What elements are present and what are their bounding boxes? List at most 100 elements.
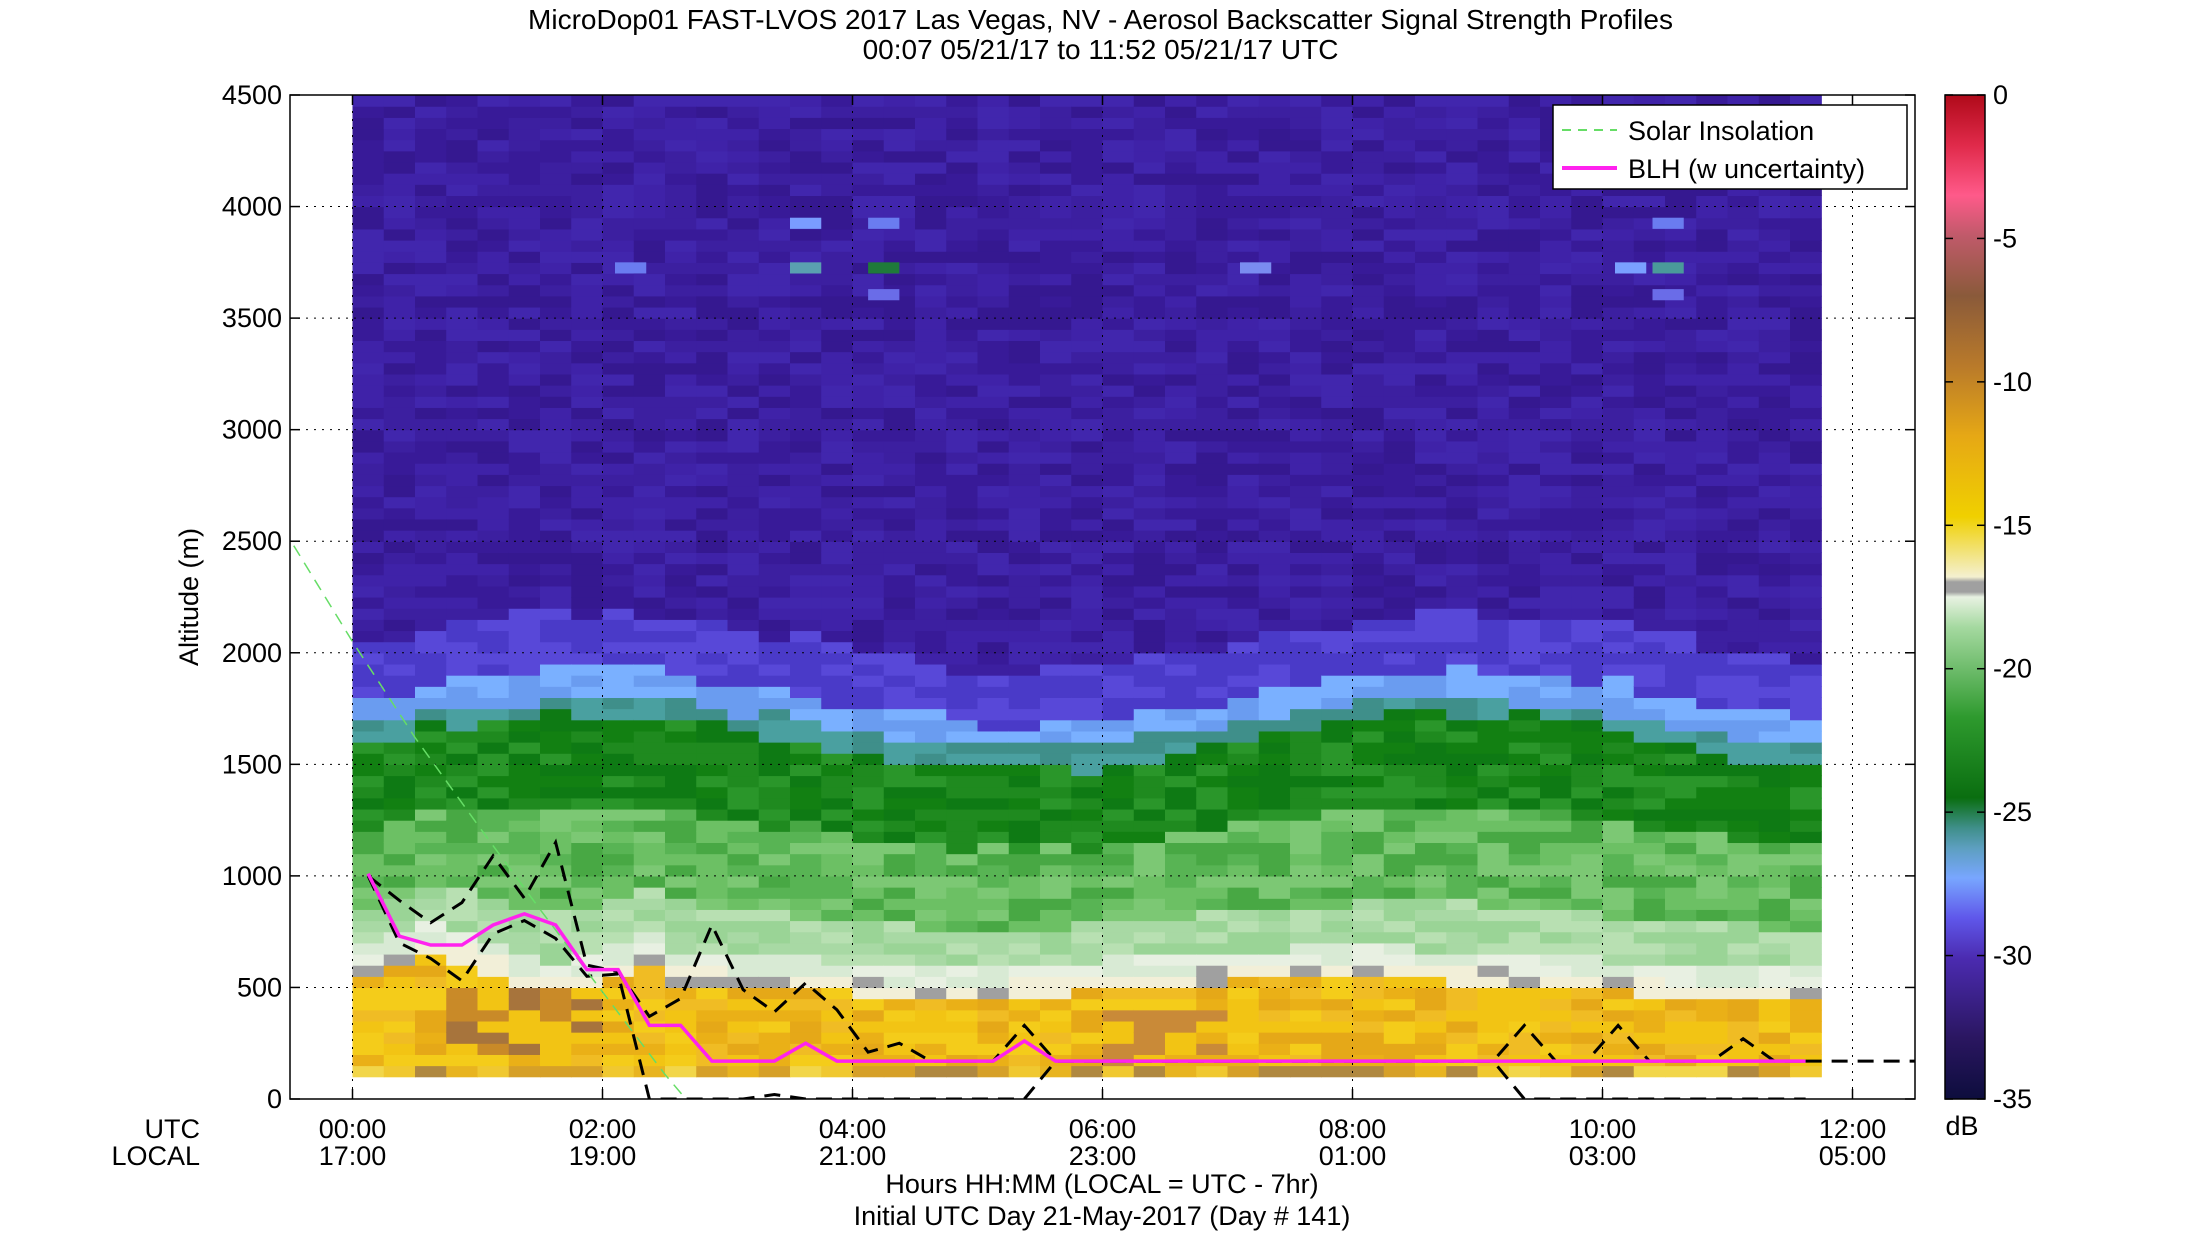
- heatmap-cell: [1790, 842, 1822, 855]
- heatmap-cell: [1133, 998, 1166, 1011]
- heatmap-cell: [821, 362, 854, 375]
- heatmap-cell: [477, 887, 510, 899]
- heatmap-cell: [1102, 909, 1135, 922]
- heatmap-cell: [383, 184, 416, 196]
- heatmap-cell: [758, 853, 791, 866]
- heatmap-cell: [1071, 463, 1104, 475]
- heatmap-cell: [1446, 206, 1479, 219]
- heatmap-cell: [1165, 563, 1197, 576]
- heatmap-cell: [758, 820, 791, 832]
- heatmap-cell: [1727, 373, 1760, 386]
- heatmap-cell: [821, 574, 854, 587]
- heatmap-cell: [508, 474, 541, 487]
- heatmap-cell: [1165, 1043, 1197, 1055]
- heatmap-cell: [946, 1043, 979, 1055]
- heatmap-cell: [1790, 407, 1822, 420]
- heatmap-cell: [1446, 931, 1479, 944]
- heatmap-cell: [1477, 451, 1510, 464]
- heatmap-cell: [1352, 206, 1385, 219]
- heatmap-cell: [571, 831, 604, 844]
- heatmap-cell: [883, 507, 916, 520]
- heatmap-cell: [1258, 463, 1291, 475]
- heatmap-cell: [477, 686, 510, 698]
- heatmap-cell: [571, 273, 604, 286]
- heatmap-cell: [383, 306, 416, 319]
- heatmap-cell: [1790, 351, 1822, 364]
- heatmap-cell: [977, 764, 1010, 777]
- heatmap-cell: [977, 797, 1010, 810]
- heatmap-cell: [1040, 663, 1072, 676]
- heatmap-cell: [790, 418, 822, 431]
- heatmap-cell: [477, 652, 510, 665]
- heatmap-cell: [1727, 998, 1760, 1011]
- heatmap-cell: [1415, 485, 1447, 498]
- heatmap-cell: [633, 675, 666, 687]
- heatmap-cell: [571, 697, 604, 710]
- heatmap-cell: [415, 463, 447, 475]
- heatmap-cell: [696, 284, 729, 297]
- heatmap-cell: [790, 909, 822, 922]
- heatmap-cell: [1102, 708, 1135, 721]
- heatmap-cell: [1446, 753, 1479, 765]
- heatmap-cell: [1571, 385, 1604, 397]
- heatmap-cell: [1102, 530, 1135, 542]
- heatmap-cell: [1602, 730, 1635, 743]
- heatmap-cell: [1790, 887, 1822, 899]
- heatmap-cell: [977, 451, 1010, 464]
- heatmap-cell: [415, 641, 447, 654]
- heatmap-cell: [821, 273, 854, 286]
- heatmap-cell: [1321, 373, 1354, 386]
- heatmap-cell: [383, 373, 416, 386]
- heatmap-cell: [1727, 786, 1760, 799]
- heatmap-cell: [633, 329, 666, 342]
- heatmap-cell: [977, 228, 1010, 241]
- heatmap-cell: [1071, 686, 1104, 698]
- heatmap-cell: [758, 1032, 791, 1044]
- heatmap-cell: [1290, 485, 1322, 498]
- heatmap-cell: [665, 240, 697, 252]
- heatmap-cell: [1696, 1020, 1729, 1033]
- heatmap-cell: [1540, 451, 1572, 464]
- heatmap-cell: [977, 463, 1010, 475]
- heatmap-cell: [1758, 597, 1791, 609]
- heatmap-cell: [1790, 764, 1822, 777]
- heatmap-cell: [1415, 686, 1447, 698]
- heatmap-cell: [1071, 708, 1104, 721]
- heatmap-cell: [1508, 396, 1541, 408]
- heatmap-cell: [352, 541, 385, 553]
- heatmap-cell: [790, 641, 822, 654]
- y-axis-label: Altitude (m): [174, 528, 204, 666]
- heatmap-cell: [540, 608, 572, 620]
- heatmap-cell: [633, 496, 666, 509]
- heatmap-cell: [1040, 518, 1072, 531]
- heatmap-cell: [508, 173, 541, 185]
- heatmap-cell: [1352, 340, 1385, 353]
- heatmap-cell: [1415, 362, 1447, 375]
- heatmap-cell: [1540, 195, 1572, 208]
- heatmap-cell: [383, 418, 416, 431]
- heatmap-cell: [508, 373, 541, 386]
- heatmap-cell: [415, 541, 447, 553]
- heatmap-cell: [1383, 708, 1416, 721]
- heatmap-cell: [1258, 864, 1291, 877]
- heatmap-cell: [1758, 284, 1791, 297]
- heatmap-cell: [508, 295, 541, 308]
- heatmap-cell: [1602, 652, 1635, 665]
- heatmap-cell: [1040, 251, 1072, 263]
- heatmap-cell: [1321, 909, 1354, 922]
- heatmap-cell: [1040, 429, 1072, 442]
- heatmap-cell: [1102, 920, 1135, 933]
- heatmap-cell: [1102, 463, 1135, 475]
- heatmap-cell: [946, 507, 979, 520]
- heatmap-cell: [665, 429, 697, 442]
- heatmap-cell: [665, 351, 697, 364]
- heatmap-cell: [1352, 150, 1385, 163]
- heatmap-cell: [1571, 764, 1604, 777]
- heatmap-cell: [852, 597, 885, 609]
- heatmap-cell: [633, 1043, 666, 1055]
- heatmap-cell: [1633, 887, 1666, 899]
- heatmap-cell: [727, 295, 760, 308]
- heatmap-cell: [1602, 753, 1635, 765]
- heatmap-cell: [508, 942, 541, 955]
- heatmap-cell: [1508, 842, 1541, 855]
